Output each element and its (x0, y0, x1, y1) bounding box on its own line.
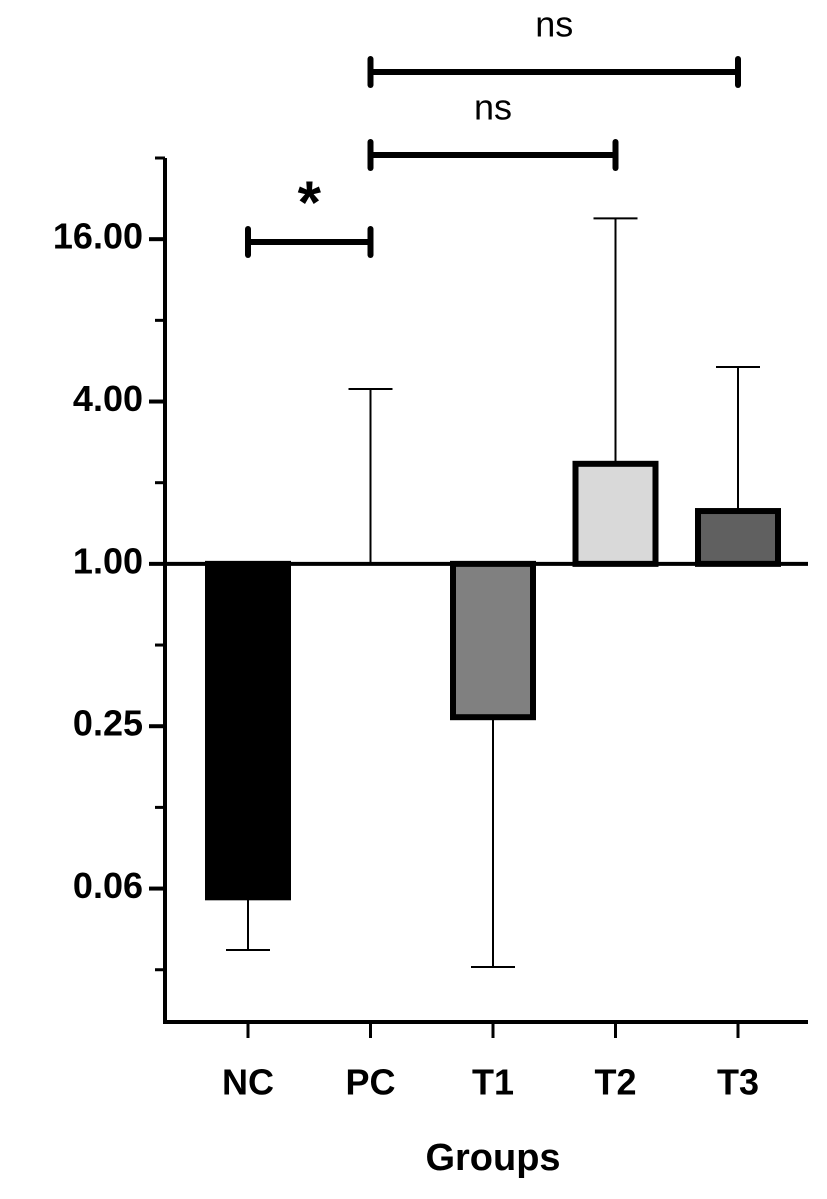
x-tick-label: PC (345, 1062, 395, 1103)
y-tick-label: 0.06 (73, 865, 143, 906)
significance-label: ns (474, 87, 512, 128)
y-tick-label: 16.00 (53, 216, 143, 257)
y-tick-label: 4.00 (73, 378, 143, 419)
x-axis-title: Groups (425, 1137, 560, 1179)
y-tick-label: 0.25 (73, 703, 143, 744)
x-tick-label: NC (222, 1062, 274, 1103)
bar (450, 560, 536, 721)
bar (205, 560, 291, 901)
x-tick-label: T1 (472, 1062, 514, 1103)
x-tick-label: T3 (717, 1062, 759, 1103)
y-tick-label: 1.00 (73, 540, 143, 581)
x-tick-label: T2 (594, 1062, 636, 1103)
significance-label: * (298, 169, 322, 236)
bar (695, 508, 781, 567)
bar (572, 460, 659, 567)
significance-label: ns (535, 4, 573, 45)
